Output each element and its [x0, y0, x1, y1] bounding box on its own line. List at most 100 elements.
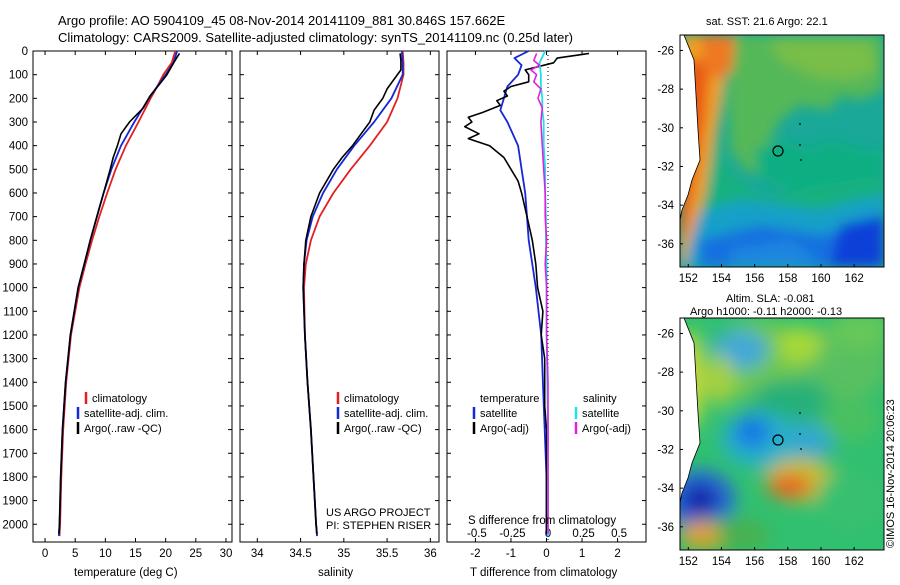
- map-x-tick-label: 156: [745, 556, 764, 568]
- y-tick-label: 1700: [2, 448, 28, 460]
- map-x-tick-label: 162: [845, 556, 864, 568]
- y-tick-label: 1000: [2, 283, 28, 295]
- sla-map-panel: Altim. SLA: -0.081 Argo h1000: -0.11 h20…: [657, 293, 885, 568]
- difference-ticks: -2 -1 0 1 2-0.5 -0.25 0 0.25 0.5: [447, 50, 646, 560]
- map-x-tick-label: 160: [811, 273, 830, 285]
- legend-header-salinity: salinity: [583, 393, 617, 405]
- y-tick-label: 500: [9, 164, 28, 176]
- y-tick-label: 700: [9, 212, 28, 224]
- temperature-xlabel: temperature (deg C): [74, 567, 178, 579]
- salinity-ticks: 34 34.5 35 35.5 36: [240, 50, 439, 560]
- map-y-tick-label: -32: [657, 444, 674, 456]
- y-tick-label: 800: [9, 235, 28, 247]
- map-y-tick-label: -28: [657, 367, 674, 379]
- map-x-tick-label: 162: [845, 273, 864, 285]
- x-tick-label: 20: [159, 548, 172, 560]
- map-x-tick-label: 158: [778, 556, 797, 568]
- x-tick-label: 1: [579, 548, 585, 560]
- sla-map-ticks: 152 154 156 158 160 162 -26 -28 -30 -32 -34 -36: [657, 328, 863, 568]
- temperature-axes-frame: [32, 50, 233, 543]
- y-tick-label: 0: [22, 46, 28, 58]
- imos-timestamp: ©IMOS 16-Nov-2014 20:06:23: [885, 399, 897, 548]
- salinity-lines: [302, 50, 405, 537]
- sst-map-frame: [679, 34, 885, 268]
- series-line: [303, 50, 405, 537]
- temperature-legend: climatology satellite-adj. clim. Argo(..…: [76, 392, 168, 435]
- map-y-tick-label: -34: [657, 200, 674, 212]
- difference-lines: [463, 50, 590, 537]
- sst-map-image: [680, 35, 884, 267]
- s-tick-label: -0.25: [499, 528, 525, 540]
- sst-argo-marker: [772, 145, 784, 157]
- temperature-ticks: 0100200300400500600700800900100011001200…: [2, 46, 232, 560]
- y-tick-label: 1200: [2, 330, 28, 342]
- y-tick-label: 1100: [3, 306, 28, 318]
- map-x-tick-label: 152: [679, 556, 698, 568]
- map-y-tick-label: -30: [657, 406, 674, 418]
- s-tick-label: 0.25: [572, 528, 594, 540]
- series-line: [530, 53, 549, 534]
- y-tick-label: 1900: [2, 496, 28, 508]
- project-annotation: US ARGO PROJECT: [326, 507, 431, 519]
- temperature-panel: 0100200300400500600700800900100011001200…: [2, 46, 233, 579]
- series-line: [302, 53, 402, 534]
- sla-argo-marker: [772, 434, 784, 446]
- t-difference-xlabel: T difference from climatology: [470, 567, 617, 579]
- map-y-tick-label: -32: [657, 161, 674, 173]
- title-line-2: Climatology: CARS2009. Satellite-adjuste…: [58, 30, 573, 45]
- x-tick-label: 15: [129, 548, 142, 560]
- y-tick-label: 200: [9, 93, 28, 105]
- sla-map-subtitle: Argo h1000: -0.11 h2000: -0.13: [690, 306, 842, 318]
- map-y-tick-label: -30: [657, 123, 674, 135]
- map-y-tick-label: -26: [657, 328, 674, 340]
- legend-header-temperature: temperature: [480, 393, 539, 405]
- legend-climatology: climatology: [344, 393, 400, 405]
- y-tick-label: 1400: [2, 377, 28, 389]
- legend-satellite: satellite-adj. clim.: [84, 408, 168, 420]
- y-tick-label: 600: [9, 188, 28, 200]
- map-y-tick-label: -28: [657, 84, 674, 96]
- series-line: [302, 50, 404, 537]
- pi-annotation: PI: STEPHEN RISER: [326, 520, 431, 532]
- s-tick-label: 0.5: [611, 528, 627, 540]
- map-y-tick-label: -36: [657, 522, 674, 534]
- x-tick-label: 25: [189, 548, 202, 560]
- difference-legend: temperature salinity satellite Argo(-adj…: [472, 393, 631, 435]
- series-line: [463, 52, 590, 534]
- sla-map-image: [680, 318, 884, 550]
- map-x-tick-label: 154: [712, 556, 732, 568]
- map-y-tick-label: -34: [657, 483, 674, 495]
- y-tick-label: 2000: [2, 519, 28, 531]
- y-tick-label: 1500: [2, 401, 28, 413]
- legend-t-satellite: satellite: [480, 408, 517, 420]
- sst-map-ticks: 152 154 156 158 160 162 -26 -28 -30 -32 -34 -36: [657, 45, 863, 285]
- y-tick-label: 400: [9, 141, 28, 153]
- map-x-tick-label: 156: [745, 273, 764, 285]
- legend-t-argo: Argo(-adj): [480, 423, 529, 435]
- y-tick-label: 1800: [2, 472, 28, 484]
- title-line-1: Argo profile: AO 5904109_45 08-Nov-2014 …: [58, 13, 506, 28]
- salinity-panel: 34 34.5 35 35.5 36 salinity climatology sate…: [239, 50, 440, 579]
- map-x-tick-label: 154: [712, 273, 732, 285]
- y-tick-label: 100: [9, 70, 28, 82]
- x-tick-label: 2: [614, 548, 620, 560]
- legend-argo: Argo(..raw -QC): [344, 423, 422, 435]
- sst-map-panel: sat. SST: 21.6 Argo: 22.1 152 154 1: [657, 16, 885, 285]
- map-y-tick-label: -36: [657, 239, 674, 251]
- x-tick-label: 34.5: [289, 548, 311, 560]
- sla-map-title: Altim. SLA: -0.081: [726, 293, 815, 305]
- salinity-axes-frame: [239, 50, 440, 543]
- series-line: [58, 52, 181, 534]
- y-tick-label: 1600: [2, 425, 28, 437]
- map-y-tick-label: -26: [657, 45, 674, 57]
- y-tick-label: 300: [9, 117, 28, 129]
- x-tick-label: 10: [99, 548, 112, 560]
- x-tick-label: 30: [220, 548, 233, 560]
- x-tick-label: 35.5: [376, 548, 398, 560]
- map-x-tick-label: 152: [679, 273, 698, 285]
- legend-s-satellite: satellite: [582, 408, 619, 420]
- legend-satellite: satellite-adj. clim.: [344, 408, 428, 420]
- x-tick-label: 5: [72, 548, 78, 560]
- series-line: [499, 50, 548, 537]
